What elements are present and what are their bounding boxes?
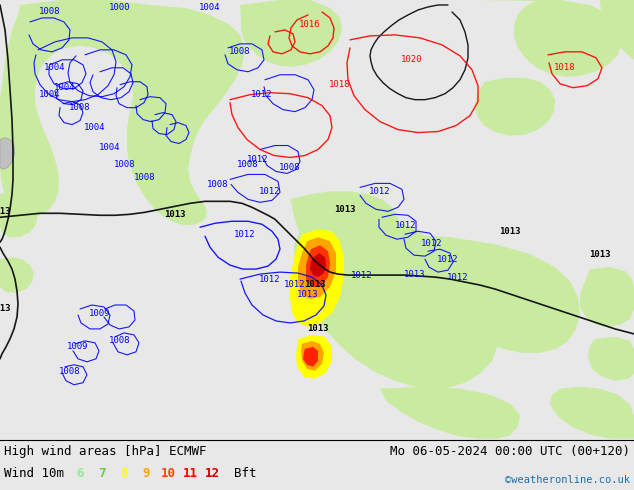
Text: ©weatheronline.co.uk: ©weatheronline.co.uk bbox=[505, 475, 630, 485]
Text: 1004: 1004 bbox=[199, 3, 221, 12]
Polygon shape bbox=[310, 253, 326, 277]
Text: 1013: 1013 bbox=[164, 210, 186, 219]
Text: 1008: 1008 bbox=[230, 48, 251, 56]
Text: High wind areas [hPa] ECMWF: High wind areas [hPa] ECMWF bbox=[4, 445, 207, 458]
Text: 1016: 1016 bbox=[299, 21, 321, 29]
Text: 7: 7 bbox=[98, 467, 106, 480]
Polygon shape bbox=[0, 138, 15, 170]
Text: 1013: 1013 bbox=[297, 290, 319, 298]
Polygon shape bbox=[310, 246, 324, 264]
Text: 1008: 1008 bbox=[39, 7, 61, 17]
Polygon shape bbox=[296, 335, 332, 379]
Polygon shape bbox=[0, 257, 34, 293]
Polygon shape bbox=[301, 341, 324, 371]
Text: 1012: 1012 bbox=[259, 187, 281, 196]
Text: 10: 10 bbox=[160, 467, 176, 480]
Text: 1012: 1012 bbox=[284, 280, 306, 289]
Text: 1012: 1012 bbox=[421, 239, 443, 248]
Polygon shape bbox=[313, 214, 462, 347]
Text: 9: 9 bbox=[142, 467, 150, 480]
Text: 1008: 1008 bbox=[114, 160, 136, 169]
Polygon shape bbox=[580, 267, 634, 327]
Text: 1020: 1020 bbox=[401, 55, 423, 64]
Text: 1004: 1004 bbox=[84, 123, 106, 132]
Text: 1009: 1009 bbox=[67, 343, 89, 351]
Polygon shape bbox=[475, 78, 555, 136]
Text: 1013: 1013 bbox=[304, 280, 326, 289]
Polygon shape bbox=[588, 337, 634, 381]
Text: 1013: 1013 bbox=[0, 207, 11, 216]
Text: 1000: 1000 bbox=[109, 3, 131, 12]
Text: 1012: 1012 bbox=[234, 230, 256, 239]
Text: 1004: 1004 bbox=[55, 83, 75, 92]
Text: 1004: 1004 bbox=[100, 143, 120, 152]
Text: 1008: 1008 bbox=[109, 336, 131, 345]
Text: 1012: 1012 bbox=[259, 274, 281, 284]
Polygon shape bbox=[600, 0, 634, 60]
Polygon shape bbox=[302, 237, 331, 271]
Text: 1013: 1013 bbox=[589, 250, 611, 259]
Text: 1008: 1008 bbox=[69, 103, 91, 112]
Polygon shape bbox=[380, 387, 520, 439]
Text: 1008: 1008 bbox=[59, 368, 81, 376]
Text: 6: 6 bbox=[76, 467, 84, 480]
Text: 1013: 1013 bbox=[404, 270, 426, 279]
Text: Wind 10m: Wind 10m bbox=[4, 467, 64, 480]
Polygon shape bbox=[240, 0, 342, 67]
Text: 1013: 1013 bbox=[307, 324, 329, 333]
Polygon shape bbox=[303, 347, 318, 367]
Text: 1008: 1008 bbox=[279, 163, 301, 172]
Text: 1012: 1012 bbox=[369, 187, 391, 196]
Text: 1012: 1012 bbox=[251, 90, 273, 99]
Polygon shape bbox=[290, 192, 400, 267]
Text: 8: 8 bbox=[120, 467, 127, 480]
Text: 1008: 1008 bbox=[237, 160, 259, 169]
Text: 1012: 1012 bbox=[247, 155, 269, 164]
Polygon shape bbox=[298, 237, 336, 299]
Text: 1013: 1013 bbox=[334, 205, 356, 214]
Text: 1004: 1004 bbox=[44, 63, 66, 73]
Text: 1008: 1008 bbox=[134, 173, 156, 182]
Text: 1013: 1013 bbox=[499, 227, 521, 236]
Text: 1012: 1012 bbox=[437, 255, 459, 264]
Polygon shape bbox=[298, 242, 498, 389]
Polygon shape bbox=[0, 192, 38, 237]
Text: 1008: 1008 bbox=[207, 180, 229, 189]
Text: 1004: 1004 bbox=[39, 90, 61, 99]
Text: 1012: 1012 bbox=[351, 270, 373, 280]
Text: 1009: 1009 bbox=[89, 310, 111, 318]
Text: 1013: 1013 bbox=[0, 304, 11, 314]
Polygon shape bbox=[306, 242, 328, 269]
Polygon shape bbox=[480, 0, 622, 77]
Polygon shape bbox=[306, 245, 330, 287]
Text: 1012: 1012 bbox=[447, 272, 469, 282]
Polygon shape bbox=[550, 387, 634, 439]
Text: Mo 06-05-2024 00:00 UTC (00+120): Mo 06-05-2024 00:00 UTC (00+120) bbox=[390, 445, 630, 458]
Text: 1012: 1012 bbox=[395, 221, 417, 230]
Polygon shape bbox=[350, 227, 580, 353]
Text: 1018: 1018 bbox=[554, 63, 576, 73]
Text: 1018: 1018 bbox=[329, 80, 351, 89]
Text: 11: 11 bbox=[183, 467, 198, 480]
Text: Bft: Bft bbox=[234, 467, 257, 480]
Polygon shape bbox=[294, 225, 340, 277]
Polygon shape bbox=[0, 0, 245, 225]
Polygon shape bbox=[290, 229, 344, 327]
Text: 12: 12 bbox=[205, 467, 219, 480]
